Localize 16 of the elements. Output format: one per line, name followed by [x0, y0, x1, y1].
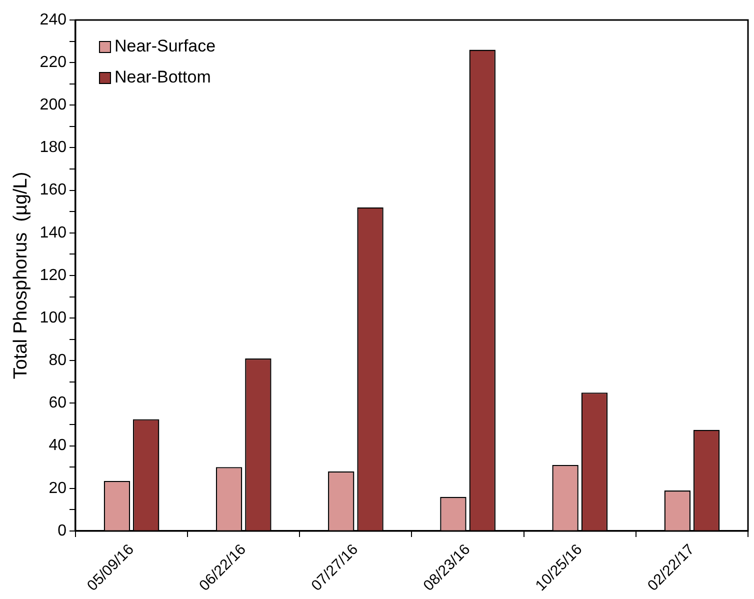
y-tick-label: 100 [40, 309, 67, 326]
y-tick-label: 80 [48, 352, 67, 370]
y-axis-title: Total Phosphorus (µg/L) [10, 172, 32, 380]
y-tick-label: 180 [40, 139, 67, 156]
y-tick-label: 200 [40, 96, 67, 114]
y-tick-label: 40 [48, 437, 67, 454]
y-tick-label: 160 [40, 182, 67, 199]
y-tick-label: 60 [48, 394, 67, 412]
y-tick-label: 0 [58, 522, 67, 540]
y-tick-label: 140 [40, 224, 67, 242]
legend-label: Near-Bottom [114, 68, 211, 87]
legend-label: Near-Surface [114, 36, 216, 56]
y-tick-label: 20 [48, 480, 67, 497]
y-tick-label: 120 [40, 266, 67, 284]
y-tick-label: 220 [40, 54, 67, 71]
y-tick-label: 240 [40, 11, 67, 28]
